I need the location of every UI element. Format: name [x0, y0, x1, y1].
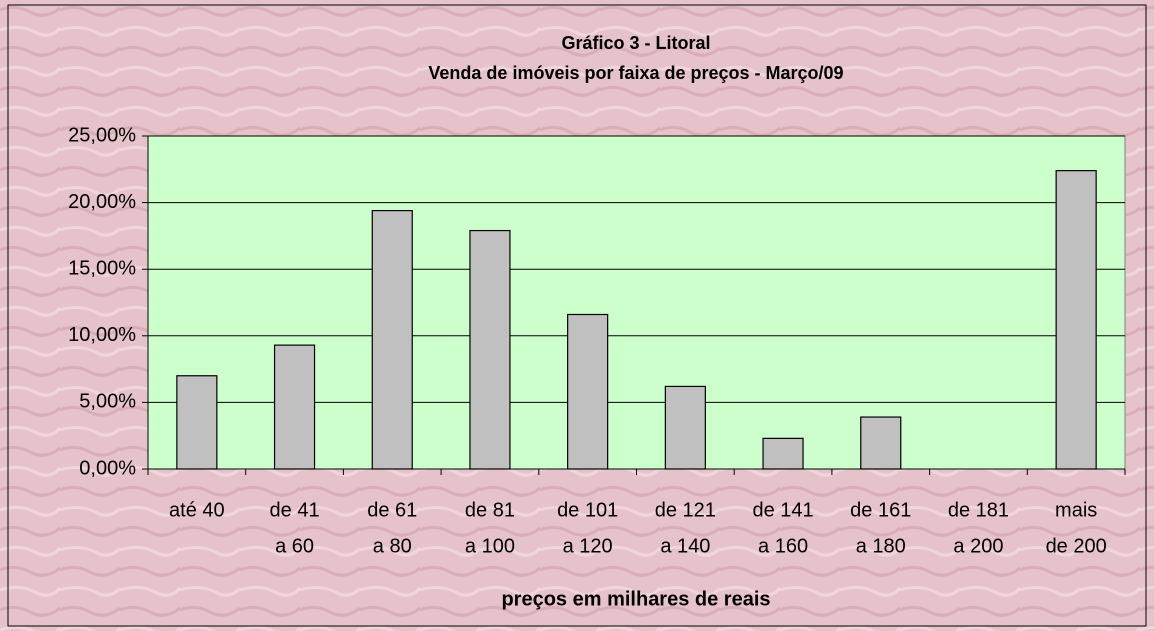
bar — [860, 416, 902, 470]
y-tick-label: 20,00% — [68, 191, 136, 213]
x-tick-label: a 180 — [856, 535, 906, 557]
bar — [567, 313, 609, 470]
x-tick-label: de 181 — [948, 499, 1009, 521]
x-tick-label: de 200 — [1046, 535, 1107, 557]
bar — [469, 229, 511, 470]
x-tick-label: a 140 — [660, 535, 710, 557]
x-tick-label: de 121 — [655, 499, 716, 521]
x-tick-label: até 40 — [169, 499, 225, 521]
y-tick-label: 5,00% — [79, 391, 136, 413]
x-tick-label: a 200 — [953, 535, 1003, 557]
x-tick-label: mais — [1055, 499, 1097, 521]
y-tick-label: 10,00% — [68, 324, 136, 346]
chart-title: Gráfico 3 - Litoral — [561, 33, 710, 53]
y-tick-label: 25,00% — [68, 124, 136, 146]
bar — [273, 344, 316, 470]
chart-border — [7, 4, 1147, 627]
x-tick-label: a 160 — [758, 535, 808, 557]
x-tick-label: de 61 — [367, 499, 417, 521]
x-tick-label: a 60 — [275, 535, 314, 557]
x-tick-label: de 41 — [270, 499, 320, 521]
x-tick-label: a 120 — [563, 535, 613, 557]
x-tick-label: de 101 — [557, 499, 618, 521]
y-tick-label: 15,00% — [68, 257, 136, 279]
x-tick-label: a 100 — [465, 535, 515, 557]
x-axis-title: preços em milhares de reais — [501, 588, 770, 610]
y-tick-label: 0,00% — [79, 457, 136, 479]
x-tick-label: de 161 — [850, 499, 911, 521]
bar — [664, 385, 706, 470]
x-tick-label: de 141 — [752, 499, 813, 521]
bar — [176, 375, 218, 470]
bar — [762, 437, 804, 470]
chart-subtitle: Venda de imóveis por faixa de preços - M… — [428, 63, 843, 83]
bar — [371, 209, 413, 470]
bar — [1055, 170, 1097, 470]
x-tick-label: de 81 — [465, 499, 515, 521]
x-tick-label: a 80 — [373, 535, 412, 557]
